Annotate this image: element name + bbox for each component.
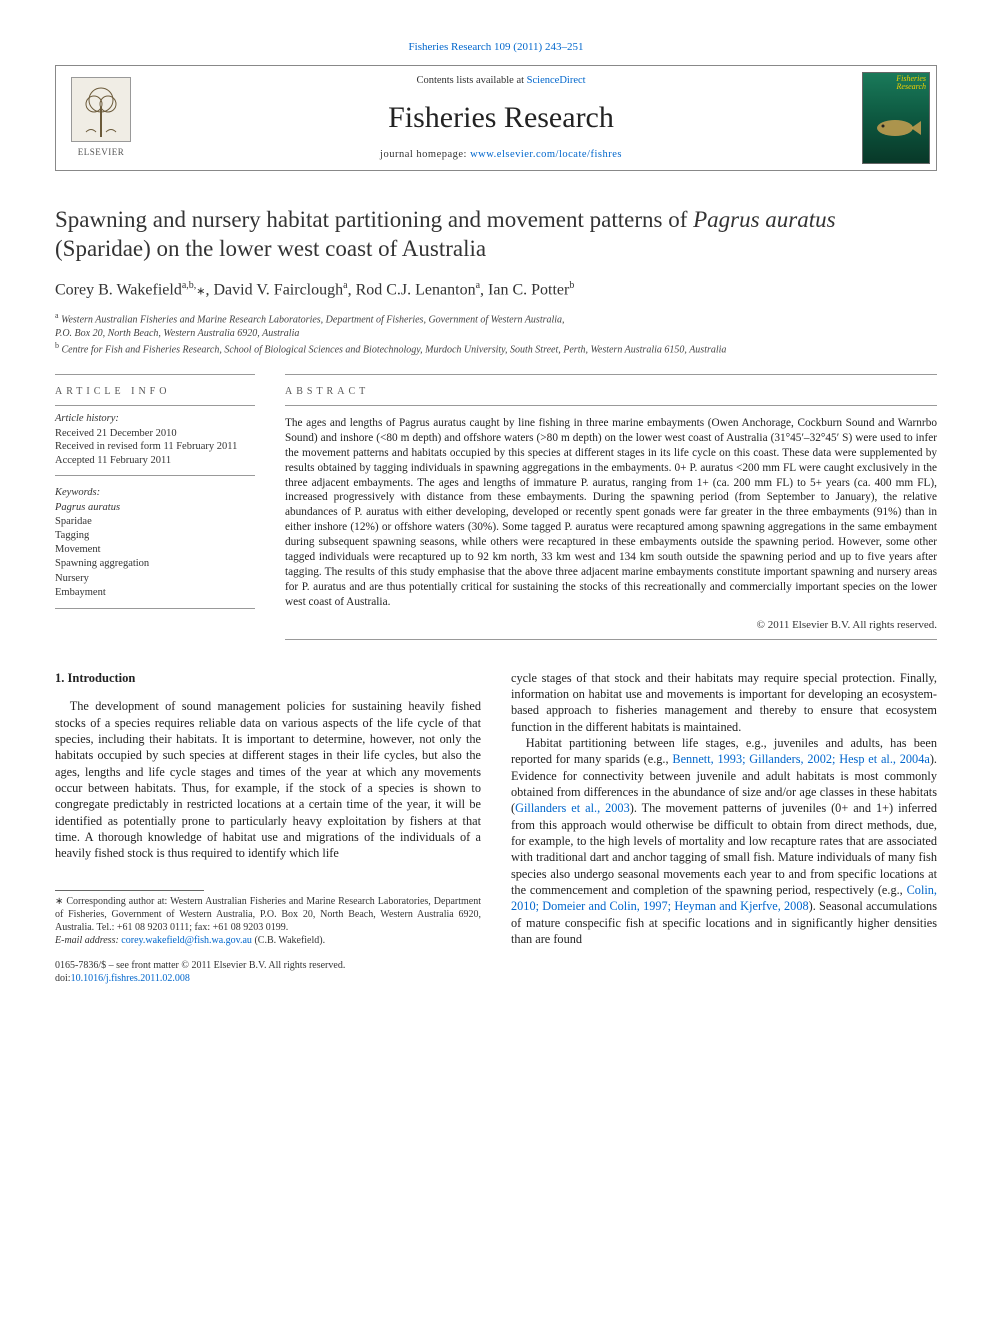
- citation-link[interactable]: Colin, 2010; Domeier and Colin, 1997; He…: [511, 883, 937, 913]
- authors-line: Corey B. Wakefielda,b,∗, David V. Faircl…: [55, 279, 937, 301]
- history-line: Received 21 December 2010: [55, 427, 255, 441]
- affiliation-line: P.O. Box 20, North Beach, Western Austra…: [55, 327, 937, 341]
- keyword-line: Embayment: [55, 586, 255, 600]
- article-history-head: Article history:: [55, 412, 255, 426]
- body-two-column: 1. Introduction The development of sound…: [55, 670, 937, 948]
- keywords-head: Keywords:: [55, 486, 255, 500]
- section-heading-introduction: 1. Introduction: [55, 670, 481, 687]
- intro-para-2: Habitat partitioning between life stages…: [511, 735, 937, 947]
- citation-link[interactable]: Gillanders et al., 2003: [515, 801, 630, 815]
- body-right-column: cycle stages of that stock and their hab…: [511, 670, 937, 948]
- keyword-line: Tagging: [55, 529, 255, 543]
- contents-lists-line: Contents lists available at ScienceDirec…: [416, 74, 585, 88]
- affiliation-line: b Centre for Fish and Fisheries Research…: [55, 341, 937, 357]
- doi-prefix: doi:: [55, 973, 71, 984]
- keyword-line: Movement: [55, 543, 255, 557]
- article-info-column: article info Article history: Received 2…: [55, 374, 255, 639]
- keyword-line: Sparidae: [55, 515, 255, 529]
- email-suffix: (C.B. Wakefield).: [252, 935, 325, 946]
- abstract-column: abstract The ages and lengths of Pagrus …: [285, 374, 937, 639]
- doi-line: doi:10.1016/j.fishres.2011.02.008: [55, 972, 937, 985]
- doi-link[interactable]: 10.1016/j.fishres.2011.02.008: [71, 973, 190, 984]
- article-title: Spawning and nursery habitat partitionin…: [55, 206, 937, 264]
- sciencedirect-link[interactable]: ScienceDirect: [527, 75, 586, 86]
- journal-header-box: ELSEVIER Contents lists available at Sci…: [55, 65, 937, 171]
- intro-para-1-right: cycle stages of that stock and their hab…: [511, 670, 937, 735]
- contents-prefix: Contents lists available at: [416, 75, 526, 86]
- issn-line: 0165-7836/$ – see front matter © 2011 El…: [55, 959, 937, 972]
- cover-title-line2: Research: [897, 82, 926, 91]
- abstract-copyright: © 2011 Elsevier B.V. All rights reserved…: [285, 618, 937, 639]
- keyword-line: Nursery: [55, 572, 255, 586]
- history-line: Received in revised form 11 February 201…: [55, 440, 255, 454]
- elsevier-logo-block: ELSEVIER: [56, 66, 146, 170]
- elsevier-tree-icon: [71, 77, 131, 142]
- corresponding-author-footnote: ∗ Corresponding author at: Western Austr…: [55, 895, 481, 947]
- abstract-text: The ages and lengths of Pagrus auratus c…: [285, 406, 937, 618]
- footnote-separator: [55, 890, 204, 891]
- email-label: E-mail address:: [55, 935, 121, 946]
- intro-para-1-left: The development of sound management poli…: [55, 698, 481, 861]
- elsevier-label: ELSEVIER: [78, 146, 125, 158]
- keyword-line: Pagrus auratus: [55, 501, 255, 515]
- journal-homepage-link[interactable]: www.elsevier.com/locate/fishres: [470, 149, 622, 160]
- journal-cover-block: Fisheries Research: [856, 66, 936, 170]
- keyword-line: Spawning aggregation: [55, 557, 255, 571]
- cover-fish-icon: [873, 113, 923, 143]
- journal-citation-top: Fisheries Research 109 (2011) 243–251: [55, 40, 937, 55]
- affiliations-block: a Western Australian Fisheries and Marin…: [55, 311, 937, 356]
- history-line: Accepted 11 February 2011: [55, 454, 255, 468]
- journal-title: Fisheries Research: [388, 98, 614, 139]
- corr-author-email-link[interactable]: corey.wakefield@fish.wa.gov.au: [121, 935, 252, 946]
- corr-author-text: ∗ Corresponding author at: Western Austr…: [55, 895, 481, 934]
- header-center: Contents lists available at ScienceDirec…: [146, 66, 856, 170]
- affiliation-line: a Western Australian Fisheries and Marin…: [55, 311, 937, 327]
- abstract-label: abstract: [285, 375, 937, 405]
- page-footer-row: 0165-7836/$ – see front matter © 2011 El…: [55, 959, 937, 985]
- journal-citation-link[interactable]: Fisheries Research 109 (2011) 243–251: [409, 41, 584, 53]
- article-info-label: article info: [55, 375, 255, 405]
- homepage-line: journal homepage: www.elsevier.com/locat…: [380, 148, 622, 162]
- body-left-column: 1. Introduction The development of sound…: [55, 670, 481, 948]
- journal-cover-image: Fisheries Research: [862, 72, 930, 164]
- keywords-block: Keywords: Pagrus auratusSparidaeTaggingM…: [55, 476, 255, 607]
- homepage-prefix: journal homepage:: [380, 149, 470, 160]
- email-line: E-mail address: corey.wakefield@fish.wa.…: [55, 934, 481, 947]
- citation-link[interactable]: Bennett, 1993; Gillanders, 2002; Hesp et…: [672, 752, 929, 766]
- article-history-block: Article history: Received 21 December 20…: [55, 406, 255, 476]
- footer-left: 0165-7836/$ – see front matter © 2011 El…: [55, 959, 937, 985]
